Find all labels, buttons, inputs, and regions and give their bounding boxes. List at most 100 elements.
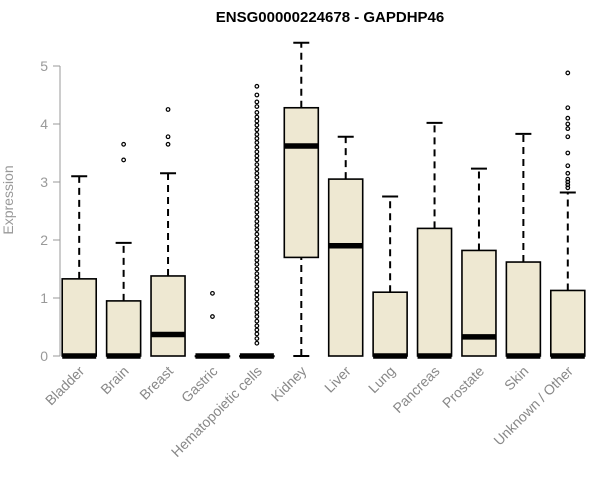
outlier-point xyxy=(254,157,260,163)
box-rect xyxy=(105,300,142,357)
outlier-point xyxy=(254,231,260,237)
y-tick-label: 3 xyxy=(40,174,48,190)
y-axis-label: Expression xyxy=(0,165,16,234)
box-bladder xyxy=(61,175,98,359)
outlier-point xyxy=(254,122,260,128)
outlier-point xyxy=(254,236,260,242)
outlier-point xyxy=(565,179,571,185)
x-tick-label: Liver xyxy=(321,363,354,396)
x-tick-label: Unknown / Other xyxy=(490,363,576,449)
x-tick-label: Bladder xyxy=(42,363,88,409)
outlier-point xyxy=(254,336,260,342)
outlier-point xyxy=(565,115,571,121)
outlier-point xyxy=(254,306,260,311)
outlier-point xyxy=(254,149,260,155)
outlier-point xyxy=(565,185,571,191)
outlier-point xyxy=(254,209,260,215)
y-tick-label: 4 xyxy=(40,116,48,132)
outlier-point xyxy=(254,144,260,150)
outlier-point xyxy=(254,257,260,263)
outlier-point xyxy=(254,249,260,255)
outlier-point xyxy=(565,163,571,169)
outlier-point xyxy=(254,284,260,289)
outlier-point xyxy=(254,318,260,324)
outlier-point xyxy=(565,170,571,176)
outlier-point xyxy=(565,121,571,127)
outlier-point xyxy=(254,301,260,307)
x-tick-label: Pancreas xyxy=(390,363,443,416)
box-liver xyxy=(327,135,364,357)
outlier-point xyxy=(254,340,260,346)
y-tick-label: 5 xyxy=(40,58,48,74)
outlier-point xyxy=(254,327,260,333)
x-tick-label: Prostate xyxy=(439,363,487,411)
box-hematopoietic-cells xyxy=(239,83,275,359)
outlier-point xyxy=(121,141,127,147)
outlier-point xyxy=(254,240,260,246)
outlier-point xyxy=(565,134,571,140)
outlier-point xyxy=(254,104,260,109)
outlier-point xyxy=(254,184,260,190)
outlier-point xyxy=(165,134,171,140)
y-axis: 0 1 2 3 4 5 xyxy=(40,58,61,364)
box-rect xyxy=(61,278,98,357)
outlier-point xyxy=(254,162,260,168)
outlier-point xyxy=(254,292,260,298)
outlier-point xyxy=(254,310,260,315)
outlier-point xyxy=(254,219,260,224)
outlier-point xyxy=(254,132,260,137)
outlier-point xyxy=(565,182,571,188)
outlier-point xyxy=(254,323,260,329)
outlier-point xyxy=(254,153,260,159)
outlier-point xyxy=(565,70,571,76)
outlier-point xyxy=(254,136,260,141)
outlier-point xyxy=(254,118,260,124)
outlier-point xyxy=(565,176,571,182)
outlier-point xyxy=(254,192,260,198)
box-rect xyxy=(505,261,542,357)
outlier-point xyxy=(254,109,260,115)
outlier-point xyxy=(254,179,260,185)
outlier-point xyxy=(165,107,171,112)
outlier-point xyxy=(254,266,260,272)
outlier-point xyxy=(210,290,215,296)
outlier-point xyxy=(254,205,260,211)
box-rect xyxy=(283,106,320,259)
outlier-point xyxy=(254,314,260,319)
outlier-point xyxy=(254,261,260,267)
outlier-point xyxy=(254,170,260,176)
outlier-point xyxy=(165,141,171,147)
box-rect xyxy=(150,275,186,357)
outlier-point xyxy=(254,114,260,120)
outlier-point xyxy=(254,83,260,89)
box-rect xyxy=(549,289,586,357)
box-rect xyxy=(372,291,408,357)
outlier-point xyxy=(254,227,260,232)
outlier-point xyxy=(254,196,260,202)
x-tick-label: Kidney xyxy=(268,363,310,405)
outlier-point xyxy=(254,188,260,194)
box-kidney xyxy=(283,41,320,357)
outlier-point xyxy=(254,99,260,105)
boxes-group xyxy=(61,41,586,359)
outlier-point xyxy=(565,126,571,132)
box-unknown-other xyxy=(549,70,586,359)
box-breast xyxy=(150,107,186,357)
x-tick-label: Breast xyxy=(136,363,176,403)
box-prostate xyxy=(461,167,497,357)
outlier-point xyxy=(254,92,260,98)
x-tick-label: Gastric xyxy=(178,363,221,406)
outlier-point xyxy=(565,105,571,111)
outlier-point xyxy=(254,279,260,285)
outlier-point xyxy=(254,223,260,228)
x-tick-label: Skin xyxy=(501,363,532,394)
outlier-point xyxy=(254,296,260,302)
outlier-point xyxy=(565,150,571,156)
outlier-point xyxy=(254,244,260,250)
outlier-point xyxy=(254,201,260,207)
box-rect xyxy=(327,178,364,357)
outlier-point xyxy=(254,275,260,281)
outlier-point xyxy=(254,288,260,294)
